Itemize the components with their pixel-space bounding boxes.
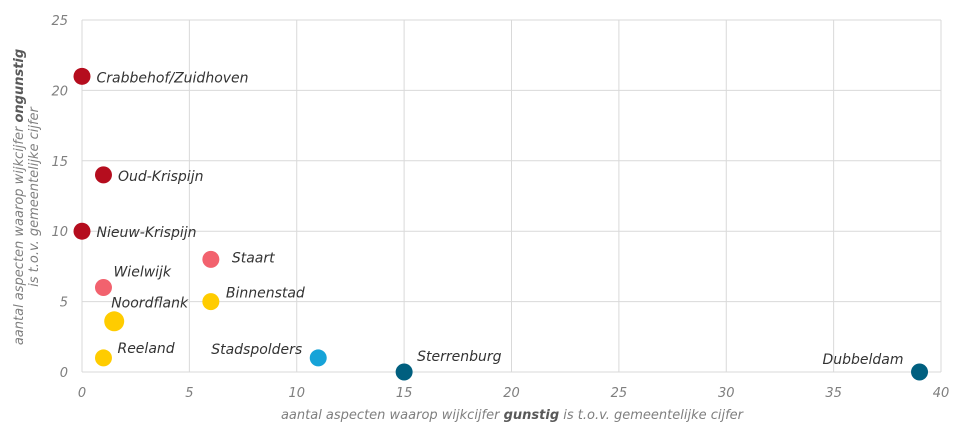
- data-point: [73, 222, 91, 240]
- point-label: Oud-Krispijn: [118, 169, 204, 185]
- data-point: [94, 166, 112, 184]
- point-label: Noordflank: [111, 295, 189, 311]
- data-point: [104, 311, 125, 332]
- x-tick-label: 40: [933, 386, 950, 401]
- y-tick-label: 20: [51, 84, 68, 99]
- x-tick-label: 35: [825, 386, 842, 401]
- point-labels: Crabbehof/Zuidhoven Oud-Krispijn Nieuw-Kri…: [97, 70, 904, 368]
- data-point: [202, 293, 220, 311]
- data-point: [395, 363, 413, 381]
- y-tick-label: 5: [60, 296, 68, 311]
- y-axis-title-line1-emphasis: ongunstig: [12, 49, 27, 123]
- x-tick-label: 10: [288, 386, 305, 401]
- point-label: Dubbeldam: [822, 352, 903, 368]
- x-tick-label: 5: [185, 386, 193, 401]
- data-point: [202, 250, 220, 268]
- point-label: Binnenstad: [226, 286, 305, 302]
- point-label: Crabbehof/Zuidhoven: [97, 70, 249, 86]
- x-axis-title-after: is t.o.v. gemeentelijke cijfer: [559, 408, 745, 423]
- x-tick-label: 30: [718, 386, 735, 401]
- x-tick-label: 20: [503, 386, 520, 401]
- y-axis-title-line1-before: aantal aspecten waarop wijkcijfer: [12, 123, 27, 346]
- point-label: Sterrenburg: [417, 349, 502, 365]
- data-point: [94, 279, 112, 297]
- gridlines: [81, 19, 942, 373]
- point-label: Reeland: [117, 341, 174, 357]
- tick-labels: 0 5 10 15 20 25 30 35 40 0 5 10 15 20 25: [51, 14, 949, 401]
- y-axis-title-line2: is t.o.v. gemeentelijke cijfer: [27, 105, 42, 286]
- data-point: [94, 349, 112, 367]
- x-tick-label: 0: [78, 386, 86, 401]
- y-axis-title-line1: aantal aspecten waarop wijkcijfer onguns…: [12, 49, 27, 345]
- data-points: [73, 67, 929, 381]
- point-label: Stadspolders: [211, 342, 302, 358]
- data-point: [73, 67, 91, 85]
- point-label: Staart: [232, 250, 275, 266]
- data-point: [911, 363, 929, 381]
- x-axis-title: aantal aspecten waarop wijkcijfer gunsti…: [281, 408, 745, 423]
- point-label: Nieuw-Krispijn: [97, 225, 197, 241]
- point-label: Wielwijk: [113, 265, 171, 281]
- y-tick-label: 25: [51, 14, 68, 29]
- x-tick-label: 15: [396, 386, 413, 401]
- x-axis-title-before: aantal aspecten waarop wijkcijfer: [281, 408, 504, 423]
- y-axis-title: aantal aspecten waarop wijkcijfer onguns…: [12, 49, 42, 345]
- x-axis-title-emphasis: gunstig: [504, 408, 560, 423]
- x-tick-label: 25: [611, 386, 628, 401]
- y-tick-label: 15: [51, 155, 68, 170]
- data-point: [309, 349, 327, 367]
- y-tick-label: 0: [60, 366, 68, 381]
- y-tick-label: 10: [51, 225, 68, 240]
